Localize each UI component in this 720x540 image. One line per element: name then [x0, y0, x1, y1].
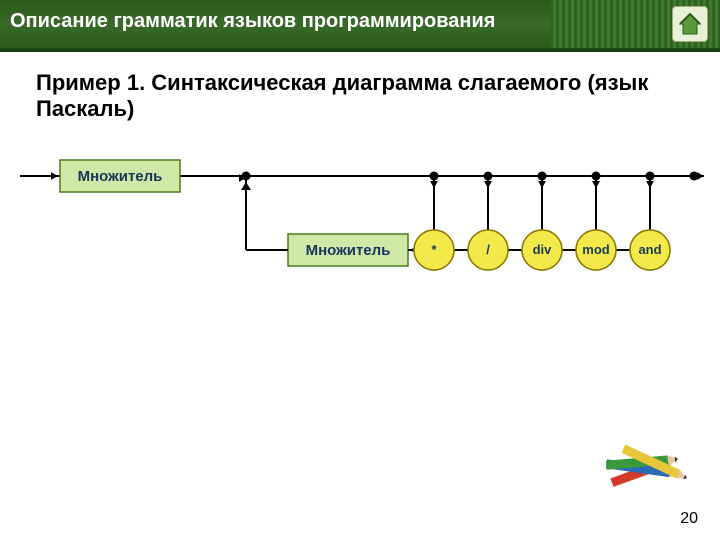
svg-text:/: / [486, 242, 490, 257]
header-title: Описание грамматик языков программирован… [10, 10, 495, 33]
home-button[interactable] [672, 6, 708, 42]
example-title: Пример 1. Синтаксическая диаграмма слага… [36, 70, 690, 122]
syntax-diagram: МножительМножитель*/divmodand*/divmodand [14, 140, 706, 310]
svg-text:Множитель: Множитель [78, 168, 163, 185]
page-number: 20 [680, 510, 698, 528]
pencils-decoration [584, 424, 694, 504]
svg-text:Множитель: Множитель [306, 242, 391, 259]
home-icon [677, 11, 703, 37]
slide-header: Описание грамматик языков программирован… [0, 0, 720, 52]
svg-text:div: div [533, 242, 553, 257]
svg-text:and: and [638, 242, 661, 257]
svg-text:mod: mod [582, 242, 610, 257]
